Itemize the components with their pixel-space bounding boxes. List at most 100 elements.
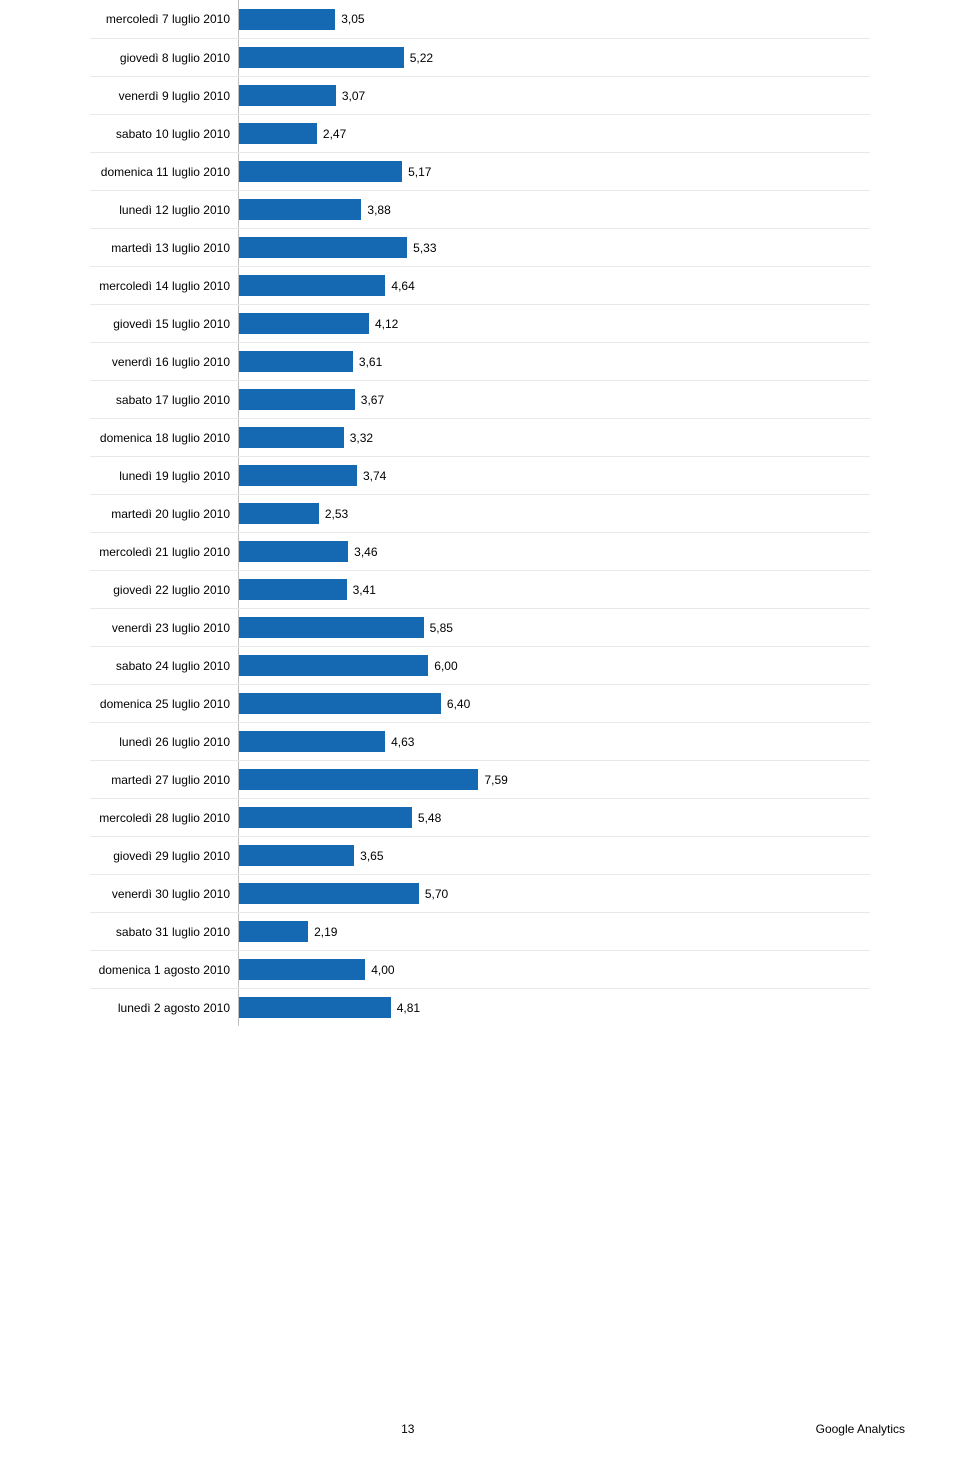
bar-cell: 5,17: [238, 153, 870, 190]
bar-value: 2,19: [314, 925, 337, 939]
bar-value: 6,00: [434, 659, 457, 673]
chart-row: martedì 20 luglio 20102,53: [90, 494, 870, 532]
chart-row: venerdì 30 luglio 20105,70: [90, 874, 870, 912]
bar-value: 3,61: [359, 355, 382, 369]
row-label: sabato 10 luglio 2010: [90, 127, 238, 141]
bar: [239, 921, 308, 942]
bar-cell: 3,41: [238, 571, 870, 608]
bar-value: 5,17: [408, 165, 431, 179]
bar-value: 2,47: [323, 127, 346, 141]
bar: [239, 959, 365, 980]
bar: [239, 579, 347, 600]
bar-value: 5,70: [425, 887, 448, 901]
bar-value: 3,65: [360, 849, 383, 863]
bar-cell: 5,33: [238, 229, 870, 266]
row-label: domenica 1 agosto 2010: [90, 963, 238, 977]
bar: [239, 9, 335, 30]
chart-row: mercoledì 21 luglio 2010 3,46: [90, 532, 870, 570]
chart-row: venerdì 9 luglio 2010 3,07: [90, 76, 870, 114]
row-label: lunedì 19 luglio 2010: [90, 469, 238, 483]
bar-cell: 6,40: [238, 685, 870, 722]
bar-value: 4,81: [397, 1001, 420, 1015]
bar: [239, 123, 317, 144]
chart-row: venerdì 16 luglio 2010 3,61: [90, 342, 870, 380]
chart-row: domenica 11 luglio 2010 5,17: [90, 152, 870, 190]
bar: [239, 655, 428, 676]
bar-cell: 4,81: [238, 989, 870, 1026]
bar: [239, 275, 385, 296]
chart-row: sabato 10 luglio 2010 2,47: [90, 114, 870, 152]
bar-cell: 3,05: [238, 0, 870, 38]
chart-row: sabato 24 luglio 2010 6,00: [90, 646, 870, 684]
row-label: sabato 31 luglio 2010: [90, 925, 238, 939]
bar: [239, 807, 412, 828]
chart-row: domenica 25 luglio 2010 6,40: [90, 684, 870, 722]
row-label: domenica 25 luglio 2010: [90, 697, 238, 711]
bar: [239, 731, 385, 752]
bar: [239, 997, 391, 1018]
bar-cell: 2,47: [238, 115, 870, 152]
bar-value: 5,48: [418, 811, 441, 825]
chart-row: mercoledì 14 luglio 2010 4,64: [90, 266, 870, 304]
bar: [239, 845, 354, 866]
row-label: lunedì 12 luglio 2010: [90, 203, 238, 217]
bar-cell: 4,12: [238, 305, 870, 342]
bar-value: 4,00: [371, 963, 394, 977]
row-label: venerdì 16 luglio 2010: [90, 355, 238, 369]
row-label: mercoledì 21 luglio 2010: [90, 545, 238, 559]
chart-row: martedì 27 luglio 20107,59: [90, 760, 870, 798]
row-label: lunedì 26 luglio 2010: [90, 735, 238, 749]
row-label: venerdì 23 luglio 2010: [90, 621, 238, 635]
bar: [239, 883, 419, 904]
row-label: giovedì 22 luglio 2010: [90, 583, 238, 597]
row-label: venerdì 9 luglio 2010: [90, 89, 238, 103]
row-label: martedì 27 luglio 2010: [90, 773, 238, 787]
bar-cell: 3,65: [238, 837, 870, 874]
bar-value: 2,53: [325, 507, 348, 521]
bar-value: 3,46: [354, 545, 377, 559]
bar-value: 3,32: [350, 431, 373, 445]
bar-value: 3,41: [353, 583, 376, 597]
bar: [239, 237, 407, 258]
row-label: domenica 11 luglio 2010: [90, 165, 238, 179]
row-label: giovedì 8 luglio 2010: [90, 51, 238, 65]
row-label: mercoledì 7 luglio 2010: [90, 12, 238, 26]
chart-row: lunedì 26 luglio 2010 4,63: [90, 722, 870, 760]
bar-cell: 2,53: [238, 495, 870, 532]
bar: [239, 47, 404, 68]
bar-value: 3,07: [342, 89, 365, 103]
bar: [239, 541, 348, 562]
bar-cell: 3,32: [238, 419, 870, 456]
bar: [239, 769, 478, 790]
bar-cell: 5,70: [238, 875, 870, 912]
bar-value: 4,63: [391, 735, 414, 749]
bar-cell: 3,67: [238, 381, 870, 418]
row-label: mercoledì 28 luglio 2010: [90, 811, 238, 825]
bar-cell: 3,46: [238, 533, 870, 570]
horizontal-bar-chart: mercoledì 7 luglio 20103,05giovedì 8 lug…: [90, 0, 870, 1026]
bar-value: 4,12: [375, 317, 398, 331]
row-label: lunedì 2 agosto 2010: [90, 1001, 238, 1015]
bar: [239, 161, 402, 182]
row-label: sabato 24 luglio 2010: [90, 659, 238, 673]
chart-row: sabato 17 luglio 2010 3,67: [90, 380, 870, 418]
bar-value: 5,33: [413, 241, 436, 255]
chart-row: domenica 1 agosto 2010 4,00: [90, 950, 870, 988]
row-label: sabato 17 luglio 2010: [90, 393, 238, 407]
row-label: mercoledì 14 luglio 2010: [90, 279, 238, 293]
bar-value: 5,85: [430, 621, 453, 635]
chart-row: giovedì 15 luglio 20104,12: [90, 304, 870, 342]
page-footer: 13 Google Analytics: [0, 1422, 960, 1436]
bar-cell: 5,22: [238, 39, 870, 76]
chart-row: giovedì 8 luglio 20105,22: [90, 38, 870, 76]
row-label: giovedì 29 luglio 2010: [90, 849, 238, 863]
bar-value: 4,64: [391, 279, 414, 293]
bar-cell: 2,19: [238, 913, 870, 950]
chart-row: lunedì 2 agosto 2010 4,81: [90, 988, 870, 1026]
bar-cell: 3,07: [238, 77, 870, 114]
page-number: 13: [401, 1422, 414, 1436]
bar-value: 6,40: [447, 697, 470, 711]
bar-cell: 3,61: [238, 343, 870, 380]
chart-row: mercoledì 7 luglio 20103,05: [90, 0, 870, 38]
bar-value: 3,67: [361, 393, 384, 407]
